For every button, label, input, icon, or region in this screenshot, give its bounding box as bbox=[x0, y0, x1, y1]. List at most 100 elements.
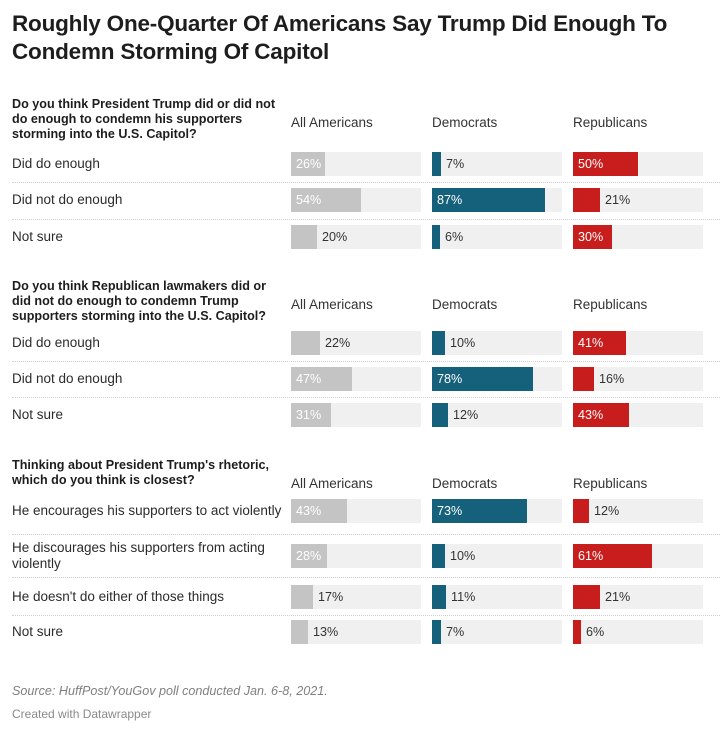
bar-democrats bbox=[432, 403, 448, 427]
row-divider bbox=[12, 219, 720, 220]
bar-republicans bbox=[573, 499, 589, 523]
bar-track-all-americans: 20% bbox=[291, 225, 421, 249]
row-divider bbox=[12, 397, 720, 398]
bar-track-democrats: 7% bbox=[432, 152, 562, 176]
value-label: 31% bbox=[296, 408, 322, 422]
bar-republicans bbox=[573, 544, 652, 568]
row-divider bbox=[12, 577, 720, 578]
row-divider bbox=[12, 182, 720, 183]
bar-track-all-americans: 22% bbox=[291, 331, 421, 355]
bar-track-republicans: 30% bbox=[573, 225, 703, 249]
chart-title: Roughly One-Quarter Of Americans Say Tru… bbox=[12, 11, 668, 64]
value-label: 61% bbox=[578, 549, 604, 563]
column-header-democrats: Democrats bbox=[432, 297, 498, 312]
bar-track-democrats: 7% bbox=[432, 620, 562, 644]
value-label: 6% bbox=[586, 625, 605, 639]
bar-democrats bbox=[432, 367, 533, 391]
bar-all-americans bbox=[291, 544, 327, 568]
bar-track-all-americans: 43% bbox=[291, 499, 421, 523]
bar-track-all-americans: 47% bbox=[291, 367, 421, 391]
row-label: Not sure bbox=[12, 229, 64, 244]
value-label: 11% bbox=[451, 590, 476, 604]
value-label: 12% bbox=[594, 504, 620, 518]
bar-all-americans bbox=[291, 367, 352, 391]
value-label: 10% bbox=[450, 549, 476, 563]
bar-track-democrats: 87% bbox=[432, 188, 562, 212]
row-divider bbox=[12, 615, 720, 616]
bar-track-democrats: 11% bbox=[432, 585, 562, 609]
row-label: Did not do enough bbox=[12, 371, 123, 386]
bar-track-all-americans: 17% bbox=[291, 585, 421, 609]
bar-democrats bbox=[432, 544, 445, 568]
bar-democrats bbox=[432, 620, 441, 644]
column-header-republicans: Republicans bbox=[573, 476, 648, 491]
row-label: Not sure bbox=[12, 407, 64, 422]
value-label: 87% bbox=[437, 193, 463, 207]
question-text: Do you think Republican lawmakers did or… bbox=[12, 279, 267, 323]
bar-track-democrats: 78% bbox=[432, 367, 562, 391]
column-header-democrats: Democrats bbox=[432, 115, 498, 130]
value-label: 21% bbox=[605, 590, 631, 604]
value-label: 7% bbox=[446, 625, 465, 639]
bar-democrats bbox=[432, 188, 545, 212]
question-text: Thinking about President Trump's rhetori… bbox=[12, 458, 269, 487]
column-header-republicans: Republicans bbox=[573, 297, 648, 312]
bar-track-republicans: 43% bbox=[573, 403, 703, 427]
bar-track-democrats: 73% bbox=[432, 499, 562, 523]
value-label: 12% bbox=[453, 408, 479, 422]
bar-track-all-americans: 13% bbox=[291, 620, 421, 644]
credit-note[interactable]: Created with Datawrapper bbox=[12, 707, 152, 721]
bar-track-all-americans: 26% bbox=[291, 152, 421, 176]
value-label: 6% bbox=[445, 230, 464, 244]
bar-republicans bbox=[573, 188, 600, 212]
bar-all-americans bbox=[291, 152, 325, 176]
value-label: 22% bbox=[325, 336, 351, 350]
column-header-all-americans: All Americans bbox=[291, 476, 373, 491]
value-label: 30% bbox=[578, 230, 604, 244]
bar-republicans bbox=[573, 152, 638, 176]
bar-track-republicans: 16% bbox=[573, 367, 703, 391]
value-label: 50% bbox=[578, 157, 604, 171]
bar-all-americans bbox=[291, 403, 331, 427]
bar-track-democrats: 10% bbox=[432, 544, 562, 568]
bar-democrats bbox=[432, 331, 445, 355]
row-label: Not sure bbox=[12, 624, 64, 639]
source-note: Source: HuffPost/YouGov poll conducted J… bbox=[12, 684, 328, 698]
bar-republicans bbox=[573, 367, 594, 391]
row-label: He discourages his supporters from actin… bbox=[12, 540, 265, 571]
row-label: Did do enough bbox=[12, 156, 100, 171]
value-label: 21% bbox=[605, 193, 631, 207]
value-label: 28% bbox=[296, 549, 322, 563]
bar-track-republicans: 21% bbox=[573, 585, 703, 609]
value-label: 7% bbox=[446, 157, 465, 171]
row-label: He encourages his supporters to act viol… bbox=[12, 503, 282, 518]
row-label: Did not do enough bbox=[12, 192, 123, 207]
bar-all-americans bbox=[291, 331, 320, 355]
value-label: 13% bbox=[313, 625, 339, 639]
value-label: 20% bbox=[322, 230, 348, 244]
question-text: Do you think President Trump did or did … bbox=[12, 97, 276, 141]
bar-republicans bbox=[573, 331, 626, 355]
value-label: 16% bbox=[599, 372, 625, 386]
value-label: 17% bbox=[318, 590, 344, 604]
bar-all-americans bbox=[291, 620, 308, 644]
bar-track-republicans: 61% bbox=[573, 544, 703, 568]
bar-democrats bbox=[432, 225, 440, 249]
column-header-all-americans: All Americans bbox=[291, 115, 373, 130]
bar-all-americans bbox=[291, 188, 361, 212]
bar-track-republicans: 41% bbox=[573, 331, 703, 355]
bar-track-republicans: 12% bbox=[573, 499, 703, 523]
row-divider bbox=[12, 534, 720, 535]
value-label: 47% bbox=[296, 372, 322, 386]
bar-track-republicans: 6% bbox=[573, 620, 703, 644]
value-label: 73% bbox=[437, 504, 463, 518]
bar-all-americans bbox=[291, 585, 313, 609]
value-label: 54% bbox=[296, 193, 322, 207]
value-label: 43% bbox=[296, 504, 322, 518]
bar-track-democrats: 6% bbox=[432, 225, 562, 249]
column-header-all-americans: All Americans bbox=[291, 297, 373, 312]
bar-democrats bbox=[432, 152, 441, 176]
bar-democrats bbox=[432, 499, 527, 523]
row-label: He doesn't do either of those things bbox=[12, 589, 224, 604]
bar-track-all-americans: 31% bbox=[291, 403, 421, 427]
